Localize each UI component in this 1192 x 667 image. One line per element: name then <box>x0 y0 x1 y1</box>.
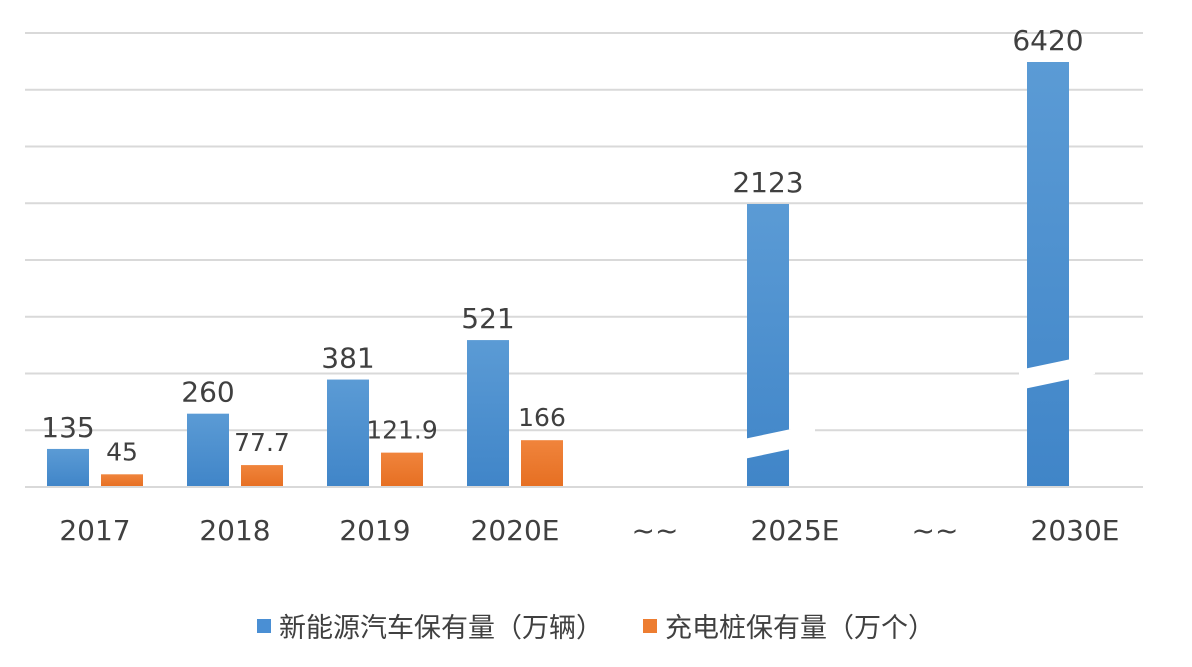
x-tick-label: 2019 <box>339 514 410 547</box>
legend-swatch-charger <box>643 618 657 633</box>
charger-bar <box>101 474 143 487</box>
charger-data-label: 166 <box>518 403 566 432</box>
axis-break-mark <box>739 424 815 460</box>
x-tick-label: 2017 <box>59 514 130 547</box>
x-tick-label: ~~ <box>632 514 679 547</box>
charger-bar <box>521 440 563 487</box>
ev-data-label: 521 <box>461 302 514 335</box>
ev-data-label: 6420 <box>1012 24 1083 57</box>
charger-bar <box>381 452 423 487</box>
x-tick-label: ~~ <box>912 514 959 547</box>
x-tick-label: 2030E <box>1031 514 1120 547</box>
legend-label-ev: 新能源汽车保有量（万辆） <box>279 613 603 644</box>
charger-data-label: 121.9 <box>366 416 438 445</box>
legend: 新能源汽车保有量（万辆） 充电桩保有量（万个） <box>0 606 1192 645</box>
ev-data-label: 381 <box>321 342 374 375</box>
axis-break-mark <box>1019 354 1095 390</box>
x-tick-label: 2018 <box>199 514 270 547</box>
ev-bar <box>327 379 369 487</box>
legend-label-charger: 充电桩保有量（万个） <box>665 613 935 644</box>
x-tick-label: 2020E <box>471 514 560 547</box>
ev-bar <box>47 448 89 487</box>
charger-data-label: 77.7 <box>234 428 290 457</box>
legend-swatch-ev <box>257 618 271 633</box>
ev-data-label: 2123 <box>732 166 803 199</box>
charger-bar <box>241 465 283 487</box>
legend-item-charger: 充电桩保有量（万个） <box>643 606 935 645</box>
ev-bar <box>187 413 229 487</box>
x-tick-label: 2025E <box>751 514 840 547</box>
ev-data-label: 260 <box>181 376 234 409</box>
legend-item-ev: 新能源汽车保有量（万辆） <box>257 606 603 645</box>
ev-bar <box>467 340 509 487</box>
ev-bar <box>1027 62 1069 487</box>
ev-data-label: 135 <box>41 411 94 444</box>
charger-data-label: 45 <box>106 437 138 466</box>
